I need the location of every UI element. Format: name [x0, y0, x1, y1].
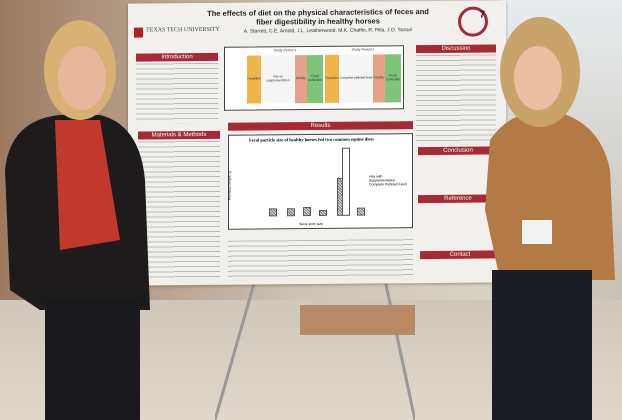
diet-band: Complete pelleted feed — [339, 54, 373, 103]
figure-1-study-design: Study Period 1 Study Period 2 Transition… — [224, 45, 404, 111]
band-label: Complete pelleted feed — [339, 75, 373, 81]
chart-legend: Hay with Supplementation Complete Pellet… — [369, 174, 409, 186]
band-label: Transition — [247, 76, 261, 81]
y-axis-label: Residual weight, g — [227, 171, 232, 201]
results-header: Results — [228, 121, 413, 131]
figure-2-particle-size-chart: Fecal particle size of healthy horses fe… — [227, 133, 413, 230]
band-label: Fecal Collection — [386, 73, 400, 82]
motility-band: Motility — [295, 55, 307, 104]
band-label: Transition — [325, 76, 339, 81]
collection-band: Fecal Collection — [385, 54, 401, 103]
bar — [357, 207, 365, 216]
research-poster: TEXAS TECH UNIVERSITY The effects of die… — [128, 0, 506, 286]
legend-pellet: Complete Pelleted Feed — [369, 182, 407, 187]
motility-band: Motility — [373, 54, 385, 103]
band-label: Motility — [296, 76, 306, 81]
bar — [319, 209, 327, 216]
chart-title: Fecal particle size of healthy horses fe… — [249, 136, 374, 143]
bar — [342, 147, 350, 216]
band-label: Hay w/ supplementation — [266, 74, 290, 83]
x-axis-label: Sieve pore size — [299, 221, 323, 227]
bar — [287, 208, 295, 217]
bar — [269, 208, 277, 217]
person-left — [5, 20, 150, 420]
transition-band: Transition — [247, 55, 261, 104]
poster-title: The effects of diet on the physical char… — [207, 7, 429, 27]
diet-band: Hay w/ supplementation — [261, 55, 295, 104]
bar — [303, 207, 311, 217]
person-right — [485, 17, 615, 420]
results-text — [228, 239, 413, 281]
period-2-label: Study Period 2 — [351, 47, 375, 52]
band-label: Fecal Collection — [308, 74, 322, 83]
poster-authors: A. Starrett, C.E. Arnold, J.L. Leatherwo… — [243, 27, 413, 35]
collection-band: Fecal Collection — [307, 54, 323, 104]
transition-band: Transition — [325, 54, 339, 103]
easel-stand — [215, 280, 415, 420]
period-1-label: Study Period 1 — [273, 48, 297, 53]
band-label: Motility — [374, 75, 384, 80]
